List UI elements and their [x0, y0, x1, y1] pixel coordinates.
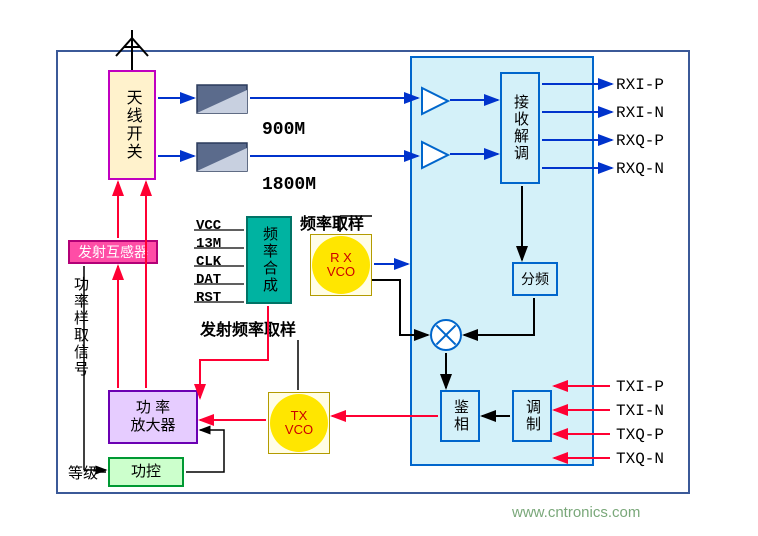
label-rxi_n: RXI-N: [616, 104, 664, 122]
phase-label: 鉴相: [451, 399, 469, 433]
antenna-icon: [114, 30, 150, 70]
tx_vco-label: TX VCO: [285, 409, 313, 438]
amplifier-a2: [420, 140, 450, 170]
label-rxq_n: RXQ-N: [616, 160, 664, 178]
label-clk: CLK: [196, 254, 221, 270]
label-rst: RST: [196, 290, 221, 306]
pc-label: 功控: [131, 463, 161, 481]
label-vcc: VCC: [196, 218, 221, 234]
tx_sensor-label: 发射互感器: [78, 244, 148, 261]
antenna_switch-label: 天线开关: [122, 89, 141, 161]
label-level: 等级: [68, 462, 98, 483]
label-f1800: 1800M: [262, 175, 316, 195]
rx_demod-box: 接收解调: [500, 72, 540, 184]
mod-label: 调制: [523, 399, 541, 433]
pa-label: 功 率 放大器: [130, 399, 175, 435]
label-tx_freq_sample: 发射频率取样: [200, 316, 296, 340]
saw-filter-f2: [196, 142, 248, 172]
antenna_switch-box: 天线开关: [108, 70, 156, 180]
pa-box: 功 率 放大器: [108, 390, 198, 444]
phase-box: 鉴相: [440, 390, 480, 442]
label-f900: 900M: [262, 120, 305, 140]
label-txq_n: TXQ-N: [616, 450, 664, 468]
label-dat: DAT: [196, 272, 221, 288]
tx_sensor-box: 发射互感器: [68, 240, 158, 264]
mod-box: 调制: [512, 390, 552, 442]
rx_vco-label: R X VCO: [327, 251, 355, 280]
synth-box: 频率合成: [246, 216, 292, 304]
synth-label: 频率合成: [260, 226, 278, 294]
label-rxq_p: RXQ-P: [616, 132, 664, 150]
amplifier-a1: [420, 86, 450, 116]
label-txq_p: TXQ-P: [616, 426, 664, 444]
label-freq_sample: 频率取样: [300, 210, 364, 234]
mixer: [430, 319, 462, 351]
saw-filter-f1: [196, 84, 248, 114]
div-box: 分频: [512, 262, 558, 296]
pc-box: 功控: [108, 457, 184, 487]
watermark: www.cntronics.com: [512, 504, 640, 521]
rx_vco-block: R X VCO: [310, 234, 372, 296]
rx_demod-label: 接收解调: [511, 94, 529, 162]
div-label: 分频: [521, 271, 549, 288]
label-txi_n: TXI-N: [616, 402, 664, 420]
label-m13: 13M: [196, 236, 221, 252]
label-power_sample: 功率样取信号: [70, 276, 91, 382]
label-rxi_p: RXI-P: [616, 76, 664, 94]
label-txi_p: TXI-P: [616, 378, 664, 396]
tx_vco-block: TX VCO: [268, 392, 330, 454]
